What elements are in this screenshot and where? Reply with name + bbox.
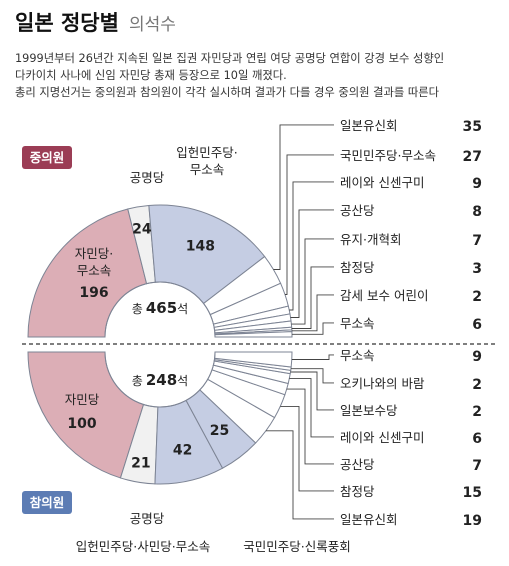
leader-line-9 bbox=[291, 266, 334, 329]
party-seats-6: 9 bbox=[472, 176, 482, 192]
total-label: 총 bbox=[132, 302, 143, 316]
segment-name-4-part-1: 국민민주당·신록풍회 bbox=[243, 539, 350, 554]
total-unit: 석 bbox=[177, 374, 188, 388]
party-seats-5: 19 bbox=[463, 513, 482, 529]
chart-title-sub: 의석수 bbox=[129, 15, 176, 35]
party-name-11: 무소속 bbox=[340, 348, 375, 363]
party-name-6: 참정당 bbox=[340, 484, 375, 499]
total-value: 248 bbox=[146, 371, 177, 389]
chamber-name: 참의원 bbox=[30, 495, 65, 510]
leader-line-8 bbox=[289, 378, 334, 438]
chart-title: 일본 정당별 의석수 bbox=[15, 11, 176, 35]
leader-line-6 bbox=[280, 405, 334, 492]
leader-line-7 bbox=[290, 209, 334, 318]
description-line-1: 1999년부터 26년간 지속된 일본 집권 자민당과 연립 여당 공명당 연합… bbox=[15, 51, 444, 65]
party-seats-8: 6 bbox=[472, 431, 482, 447]
leader-line-5 bbox=[265, 430, 334, 520]
leader-line-6 bbox=[289, 181, 334, 311]
party-name-7: 공산당 bbox=[340, 203, 375, 218]
party-name-7: 공산당 bbox=[340, 457, 375, 472]
party-name-9: 참정당 bbox=[340, 260, 375, 275]
party-name-9: 일본보수당 bbox=[340, 403, 398, 418]
leader-line-5 bbox=[285, 154, 334, 295]
party-seats-8: 7 bbox=[472, 233, 482, 249]
chamber-name: 중의원 bbox=[30, 150, 65, 165]
description-line-2: 다카이치 사나에 신임 자민당 총재 등장으로 10일 깨졌다. bbox=[15, 68, 287, 82]
party-name-11: 무소속 bbox=[340, 316, 375, 331]
party-seats-10: 2 bbox=[472, 289, 482, 305]
segment-value-4: 25 bbox=[210, 423, 229, 439]
segment-value-2: 21 bbox=[131, 455, 150, 471]
chamber-badge bbox=[22, 491, 72, 514]
leader-line-10 bbox=[290, 368, 334, 384]
leader-line-10 bbox=[291, 294, 334, 332]
party-seats-7: 8 bbox=[472, 204, 482, 220]
party-seats-9: 2 bbox=[472, 404, 482, 420]
segment-value-2: 24 bbox=[132, 222, 152, 238]
leader-line-11 bbox=[291, 354, 334, 360]
party-name-4: 일본유신회 bbox=[340, 118, 398, 133]
total-unit: 석 bbox=[177, 302, 188, 316]
segment-name-2-part-1: 공명당 bbox=[130, 170, 165, 185]
segment-name-3-part-1: 입헌민주당· bbox=[176, 145, 237, 160]
segment-value-1: 100 bbox=[67, 416, 96, 432]
segment-value-3: 148 bbox=[186, 239, 215, 255]
party-name-8: 레이와 신센구미 bbox=[340, 430, 424, 445]
party-seats-7: 7 bbox=[472, 458, 482, 474]
party-name-6: 레이와 신센구미 bbox=[340, 175, 424, 190]
segment-name-1-part-1: 자민당 bbox=[65, 392, 100, 407]
total-label: 총 bbox=[132, 374, 143, 388]
leader-line-7 bbox=[286, 388, 334, 465]
description-line-3: 총리 지명선거는 중의원과 참의원이 각각 실시하며 결과가 다를 경우 중의원… bbox=[15, 85, 440, 99]
leader-line-8 bbox=[291, 238, 334, 325]
segment-name-3-part-2: 무소속 bbox=[190, 162, 225, 177]
inner-ring bbox=[104, 351, 216, 408]
party-name-8: 유지·개혁회 bbox=[340, 232, 401, 247]
total-seats: 총 465석 bbox=[132, 299, 188, 317]
party-seats-11: 9 bbox=[472, 349, 482, 365]
segment-name-3-part-1: 입헌민주당·사민당·무소속 bbox=[76, 539, 210, 554]
total-value: 465 bbox=[146, 299, 177, 317]
inner-ring bbox=[104, 281, 216, 338]
party-seats-10: 2 bbox=[472, 377, 482, 393]
party-seats-11: 6 bbox=[472, 317, 482, 333]
segment-name-1-part-1: 자민당· bbox=[75, 246, 113, 261]
leader-line-11 bbox=[292, 322, 334, 335]
segment-value-1: 196 bbox=[79, 285, 108, 301]
party-seats-4: 35 bbox=[463, 119, 482, 135]
party-name-10: 감세 보수 어린이 bbox=[340, 288, 428, 303]
leader-line-4 bbox=[273, 124, 334, 270]
leader-line-9 bbox=[290, 371, 334, 411]
party-seats-9: 3 bbox=[472, 261, 482, 277]
party-name-5: 국민민주당·무소속 bbox=[340, 148, 436, 163]
segment-name-2-part-1: 공명당 bbox=[130, 511, 165, 526]
party-seats-5: 27 bbox=[463, 149, 482, 165]
segment-name-1-part-2: 무소속 bbox=[77, 263, 112, 278]
chart-title-main: 일본 정당별 bbox=[15, 11, 119, 35]
party-name-5: 일본유신회 bbox=[340, 512, 398, 527]
party-name-10: 오키나와의 바람 bbox=[340, 376, 425, 391]
party-seats-6: 15 bbox=[463, 485, 482, 501]
total-seats: 총 248석 bbox=[132, 371, 188, 389]
chamber-badge bbox=[22, 146, 72, 169]
segment-value-3: 42 bbox=[173, 442, 192, 458]
